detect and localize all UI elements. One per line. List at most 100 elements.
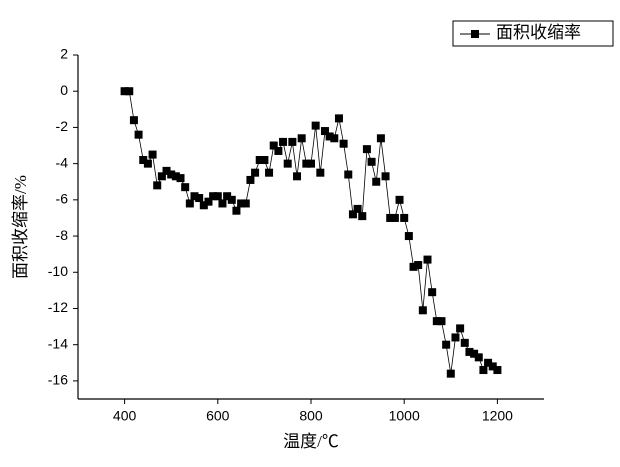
- y-tick-label: -14: [48, 335, 68, 351]
- point: [414, 261, 423, 270]
- point: [493, 366, 502, 375]
- point: [358, 212, 367, 221]
- point: [418, 306, 427, 315]
- point: [334, 114, 343, 123]
- point: [348, 210, 357, 219]
- point: [185, 199, 194, 208]
- legend-marker: [471, 30, 479, 38]
- point: [460, 338, 469, 347]
- y-tick-label: -4: [56, 154, 69, 170]
- point: [139, 156, 148, 165]
- point: [386, 213, 395, 222]
- y-tick-label: -16: [48, 372, 68, 388]
- point: [251, 168, 260, 177]
- point: [376, 134, 385, 143]
- point: [120, 87, 129, 96]
- point: [190, 192, 199, 201]
- y-tick-label: -8: [56, 227, 69, 243]
- point: [446, 369, 455, 378]
- point: [344, 170, 353, 179]
- y-tick-label: 2: [60, 46, 68, 62]
- point: [153, 181, 162, 190]
- y-axis-label: 面积收缩率/%: [11, 175, 30, 279]
- point: [157, 172, 166, 181]
- point: [353, 204, 362, 213]
- y-tick-label: -12: [48, 299, 68, 315]
- x-axis-label: 温度/℃: [283, 432, 339, 451]
- point: [181, 183, 190, 192]
- point: [195, 194, 204, 203]
- point: [372, 177, 381, 186]
- point: [451, 333, 460, 342]
- point: [223, 192, 232, 201]
- point: [246, 175, 255, 184]
- point: [428, 288, 437, 297]
- point: [339, 139, 348, 148]
- y-tick-label: -2: [56, 118, 69, 134]
- point: [488, 362, 497, 371]
- point: [274, 146, 283, 155]
- point: [227, 195, 236, 204]
- point: [213, 192, 222, 201]
- point: [390, 213, 399, 222]
- x-tick-label: 1200: [482, 408, 513, 424]
- point: [465, 347, 474, 356]
- point: [167, 170, 176, 179]
- point: [162, 166, 171, 175]
- point: [400, 213, 409, 222]
- point: [395, 195, 404, 204]
- point: [241, 199, 250, 208]
- y-tick-label: -10: [48, 263, 68, 279]
- point: [484, 358, 493, 367]
- point: [265, 168, 274, 177]
- point: [148, 150, 157, 159]
- point: [171, 172, 180, 181]
- point: [199, 201, 208, 210]
- point: [381, 172, 390, 181]
- y-tick-label: 0: [60, 82, 68, 98]
- point: [232, 206, 241, 215]
- point: [362, 145, 371, 154]
- point: [129, 116, 138, 125]
- point: [279, 137, 288, 146]
- y-tick-label: -6: [56, 191, 69, 207]
- point: [125, 87, 134, 96]
- point: [330, 134, 339, 143]
- point: [134, 130, 143, 139]
- point: [409, 262, 418, 271]
- point: [311, 121, 320, 130]
- point: [307, 159, 315, 168]
- series-line: [124, 90, 498, 374]
- x-tick-label: 400: [113, 408, 137, 424]
- point: [204, 197, 213, 206]
- point: [260, 156, 269, 165]
- x-tick-label: 600: [206, 408, 230, 424]
- point: [293, 172, 302, 181]
- point: [320, 127, 329, 136]
- legend-label: 面积收缩率: [496, 23, 581, 42]
- point: [442, 340, 451, 349]
- point: [209, 192, 218, 201]
- point: [316, 168, 325, 177]
- point: [432, 317, 441, 326]
- x-tick-label: 1000: [389, 408, 420, 424]
- point: [255, 156, 264, 165]
- point: [269, 141, 278, 150]
- point: [470, 349, 479, 358]
- point: [456, 324, 465, 333]
- point: [297, 134, 306, 143]
- point: [302, 159, 311, 168]
- point: [237, 199, 246, 208]
- point: [479, 366, 488, 375]
- point: [176, 174, 185, 183]
- point: [283, 159, 292, 168]
- point: [143, 159, 152, 168]
- point: [218, 199, 227, 208]
- x-tick-label: 800: [299, 408, 323, 424]
- point: [404, 232, 413, 241]
- point: [437, 317, 446, 326]
- point: [288, 137, 297, 146]
- point: [423, 255, 432, 264]
- point: [367, 157, 376, 166]
